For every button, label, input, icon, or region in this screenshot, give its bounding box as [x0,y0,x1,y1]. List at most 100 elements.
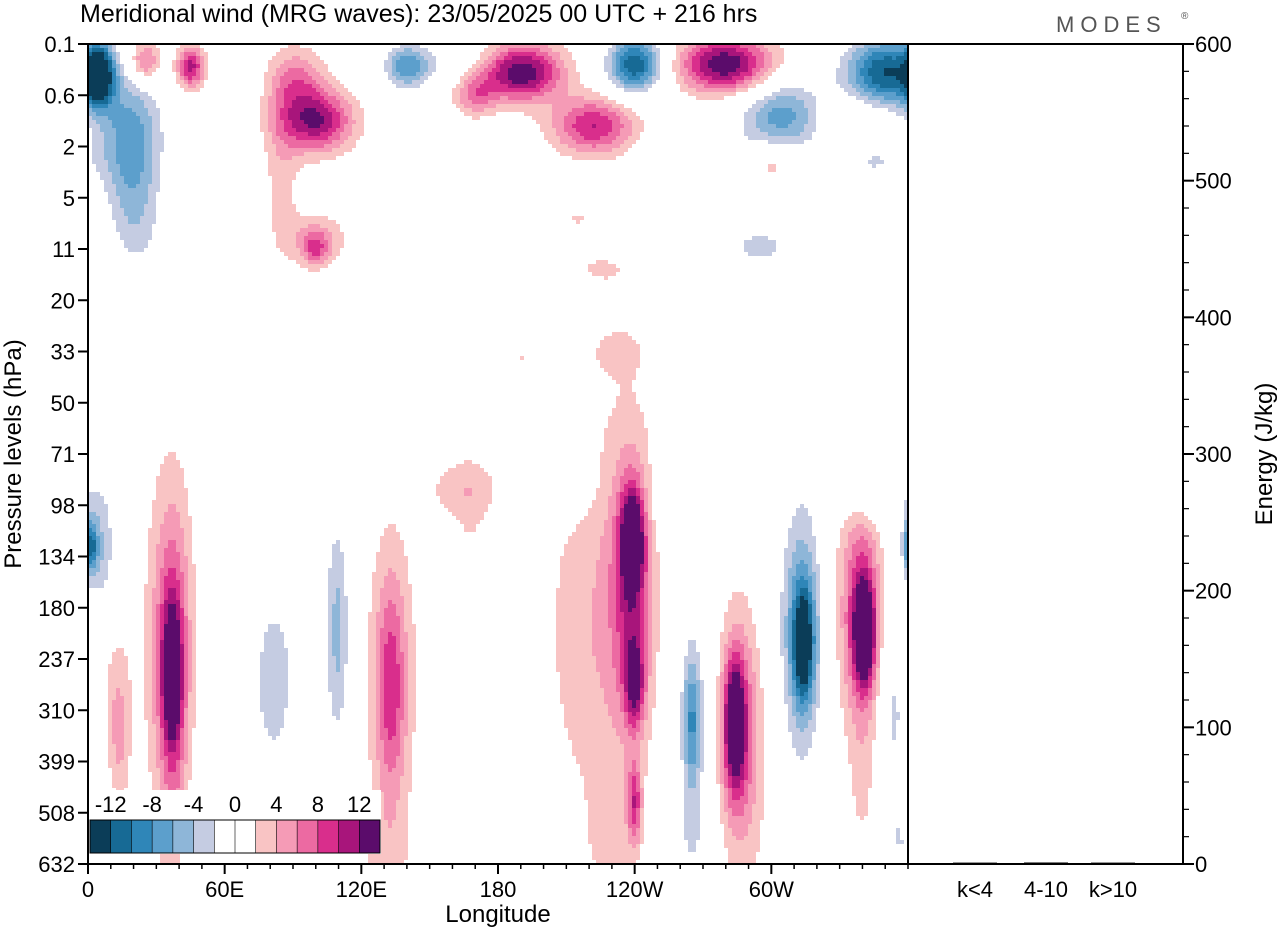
contour-fill [796,596,800,600]
contour-fill [720,676,724,680]
contour-fill [264,72,276,76]
contour-fill [568,732,616,736]
contour-fill [620,644,624,648]
contour-fill [748,708,752,712]
contour-fill [768,100,804,104]
contour-fill [824,64,840,68]
contour-fill [152,132,164,136]
contour-fill [184,612,188,616]
contour-fill [884,728,892,732]
contour-fill [612,68,616,72]
contour-fill [88,124,100,128]
contour-fill [744,724,748,728]
contour-fill [376,616,384,620]
contour-fill [164,672,180,676]
contour-fill [344,128,352,132]
contour-fill [632,776,636,780]
contour-fill [464,460,472,464]
contour-fill [848,560,856,564]
chart-title: Meridional wind (MRG waves): 23/05/2025 … [80,0,757,28]
contour-fill [556,660,596,664]
contour-fill [768,48,784,52]
contour-fill [312,672,328,676]
contour-fill [572,748,624,752]
contour-fill [620,560,644,564]
contour-fill [648,672,652,676]
contour-fill [820,644,824,648]
contour-fill [844,676,852,680]
contour-fill [652,560,660,564]
contour-fill [108,520,116,524]
contour-fill [400,732,408,736]
contour-fill [844,564,848,568]
contour-fill [676,724,680,728]
contour-fill [812,596,816,600]
contour-fill [620,692,624,696]
contour-fill [796,548,808,552]
contour-fill [680,692,684,696]
contour-fill [868,732,876,736]
contour-fill [152,516,164,520]
contour-fill [376,652,380,656]
contour-fill [112,216,128,220]
contour-fill [184,620,188,624]
contour-fill [152,236,172,240]
contour-fill [856,576,860,580]
contour-fill [876,492,908,496]
contour-fill [176,740,180,744]
contour-fill [600,556,612,560]
contour-fill [392,72,400,76]
contour-fill [380,668,384,672]
contour-fill [632,124,644,128]
contour-fill [156,684,160,688]
contour-fill [180,600,184,604]
contour-fill [776,680,784,684]
contour-fill [788,784,812,788]
contour-fill [616,112,624,116]
contour-fill [720,788,724,792]
contour-fill [612,664,620,668]
contour-fill [792,624,796,628]
contour-fill [904,504,908,508]
contour-fill [876,628,880,632]
contour-fill [300,116,324,120]
contour-fill [104,152,116,156]
contour-fill [900,572,904,576]
contour-fill [112,208,124,212]
contour-fill [600,52,608,56]
contour-fill [840,692,848,696]
contour-fill [724,248,744,252]
contour-fill [840,668,844,672]
contour-fill [244,708,260,712]
contour-fill [120,60,128,64]
contour-fill [904,516,908,520]
contour-fill [244,660,260,664]
contour-fill [716,724,720,728]
contour-fill [88,528,92,532]
contour-fill [400,724,408,728]
contour-fill [848,684,852,688]
contour-fill [660,72,664,76]
contour-fill [752,728,756,732]
contour-fill [600,364,640,368]
contour-fill [872,704,876,708]
contour-fill [276,236,296,240]
contour-fill [332,696,344,700]
contour-fill [776,528,788,532]
contour-fill [168,592,176,596]
contour-fill [308,132,320,136]
contour-fill [124,712,132,716]
contour-fill [660,76,664,80]
contour-fill [620,668,624,672]
contour-fill [852,572,856,576]
contour-fill [268,152,276,156]
contour-fill [848,532,872,536]
contour-fill [744,52,752,56]
contour-fill [844,612,848,616]
contour-fill [384,616,400,620]
contour-fill [740,772,744,776]
contour-fill [352,124,364,128]
contour-fill [536,72,544,76]
contour-fill [328,576,344,580]
contour-fill [380,600,388,604]
